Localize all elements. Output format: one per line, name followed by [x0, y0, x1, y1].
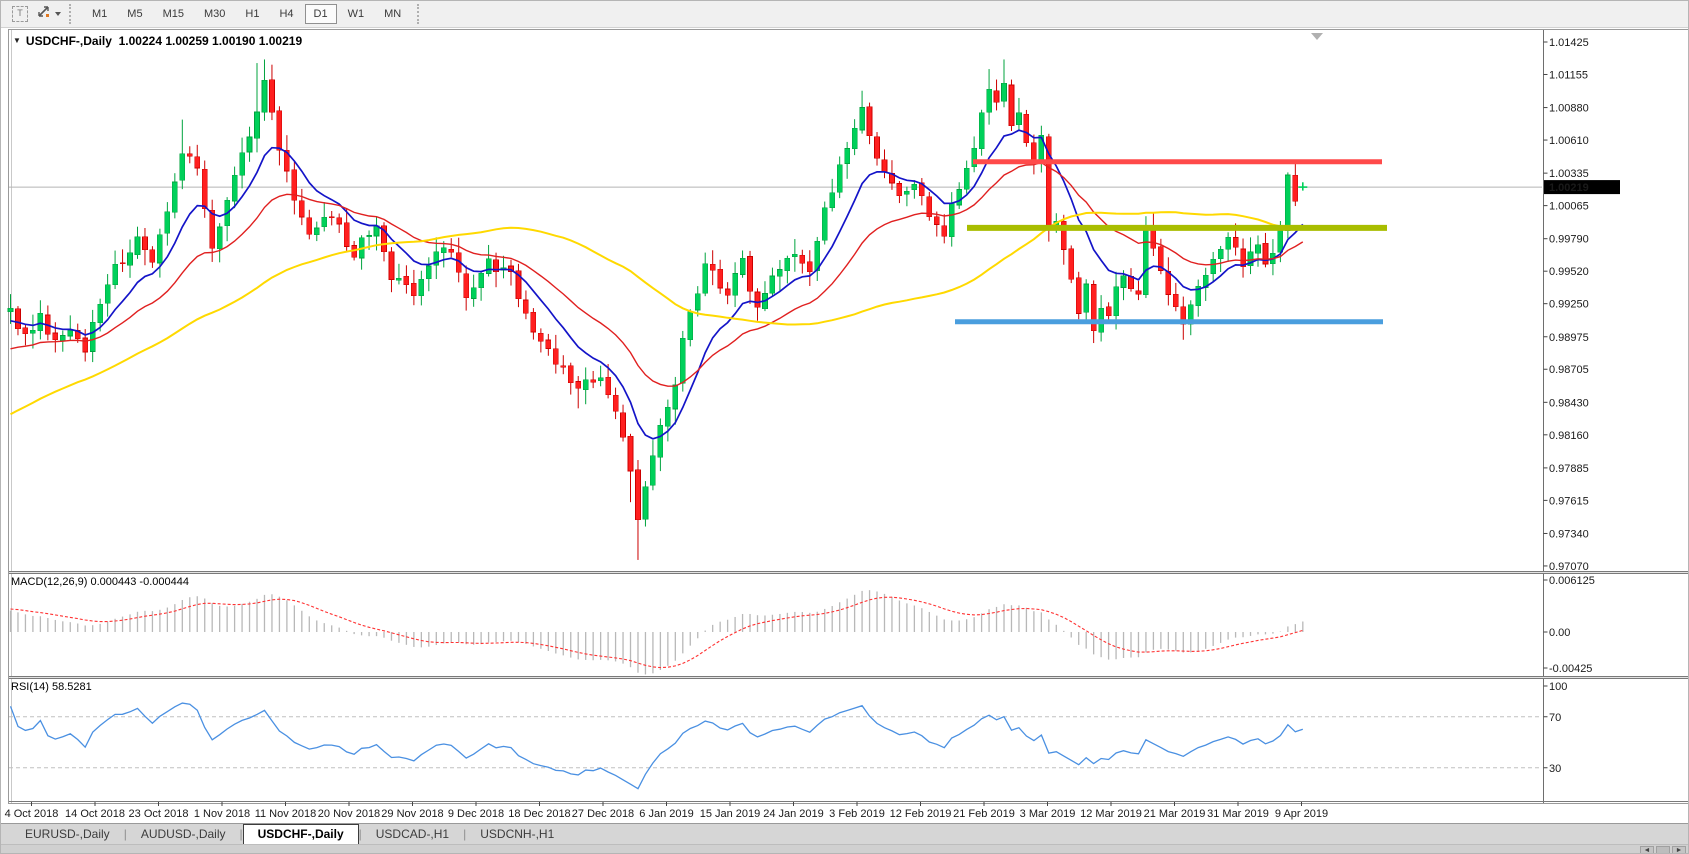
tab-separator: |: [463, 827, 467, 841]
timeframe-button-M15[interactable]: M15: [154, 4, 193, 24]
scroll-thumb[interactable]: [1656, 846, 1670, 853]
timeframe-button-group: M1 M5 M15 M30 H1 H4 D1 W1 MN: [82, 4, 411, 24]
timeframe-button-W1[interactable]: W1: [339, 4, 374, 24]
svg-text:18 Dec 2018: 18 Dec 2018: [508, 808, 570, 820]
svg-text:29 Nov 2018: 29 Nov 2018: [381, 808, 443, 820]
chart-tabbar: EURUSD-,Daily | AUDUSD-,Daily | USDCHF-,Dail…: [1, 823, 1688, 844]
svg-text:12 Mar 2019: 12 Mar 2019: [1080, 808, 1142, 820]
chart-title: ▼ USDCHF-,Daily 1.00224 1.00259 1.00190 1…: [13, 34, 302, 48]
timeframe-button-MN[interactable]: MN: [375, 4, 410, 24]
svg-text:9 Apr 2019: 9 Apr 2019: [1275, 808, 1328, 820]
macd-name: MACD(12,26,9): [11, 576, 88, 588]
rsi-indicator-label: RSI(14) 58.5281: [11, 681, 92, 693]
svg-text:1 Nov 2018: 1 Nov 2018: [194, 808, 250, 820]
svg-text:1.00065: 1.00065: [1549, 201, 1589, 213]
timeframe-button-M30[interactable]: M30: [195, 4, 234, 24]
text-tool-icon: T: [12, 6, 28, 22]
svg-text:0.97615: 0.97615: [1549, 495, 1589, 507]
tab-separator: |: [123, 827, 127, 841]
svg-text:31 Mar 2019: 31 Mar 2019: [1207, 808, 1269, 820]
svg-text:23 Oct 2018: 23 Oct 2018: [129, 808, 189, 820]
svg-text:9 Dec 2018: 9 Dec 2018: [448, 808, 504, 820]
timeframe-button-H1[interactable]: H1: [236, 4, 268, 24]
chart-tab-usdcnhh1[interactable]: USDCNH-,H1: [480, 827, 555, 841]
svg-text:1.00335: 1.00335: [1549, 168, 1589, 180]
svg-text:1.01155: 1.01155: [1549, 69, 1588, 81]
chart-canvas[interactable]: 1.01425 1.01155 1.00880 1.00610 1.00335 1.000…: [1, 29, 1689, 823]
svg-text:15 Jan 2019: 15 Jan 2019: [700, 808, 761, 820]
svg-text:70: 70: [1549, 712, 1561, 724]
svg-text:3 Feb 2019: 3 Feb 2019: [829, 808, 885, 820]
svg-text:100: 100: [1549, 681, 1567, 693]
toolbar: T M1 M5 M15 M30 H1 H4 D1 W1 MN: [1, 1, 1688, 28]
chart-tab-eurusddaily[interactable]: EURUSD-,Daily: [25, 827, 110, 841]
chart-tab-usdcadh1[interactable]: USDCAD-,H1: [375, 827, 450, 841]
svg-text:1.01425: 1.01425: [1549, 37, 1589, 49]
timeframe-button-D1[interactable]: D1: [304, 4, 337, 24]
svg-text:4 Oct 2018: 4 Oct 2018: [5, 808, 59, 820]
svg-text:0.00: 0.00: [1549, 627, 1570, 639]
svg-text:0.99520: 0.99520: [1549, 266, 1589, 278]
tab-separator: |: [358, 827, 362, 841]
svg-text:0.98975: 0.98975: [1549, 332, 1589, 344]
svg-text:21 Mar 2019: 21 Mar 2019: [1144, 808, 1206, 820]
svg-text:14 Oct 2018: 14 Oct 2018: [65, 808, 125, 820]
chart-symbol-label: USDCHF-,Daily: [25, 34, 112, 48]
macd-values: 0.000443 -0.000444: [90, 576, 189, 588]
chart-tab-usdchfdaily[interactable]: USDCHF-,Daily: [242, 824, 359, 844]
svg-text:30: 30: [1549, 763, 1561, 775]
svg-text:27 Dec 2018: 27 Dec 2018: [572, 808, 634, 820]
tab-separator: |: [239, 827, 243, 841]
scroll-right-button[interactable]: ►: [1672, 846, 1686, 853]
svg-text:-0.00425: -0.00425: [1549, 663, 1592, 675]
chart-ohlc-values: 1.00224 1.00259 1.00190 1.00219: [118, 34, 303, 48]
svg-text:21 Feb 2019: 21 Feb 2019: [953, 808, 1015, 820]
svg-text:0.98430: 0.98430: [1549, 397, 1589, 409]
timeframe-button-H4[interactable]: H4: [270, 4, 302, 24]
svg-text:0.99790: 0.99790: [1549, 234, 1589, 246]
svg-text:0.006125: 0.006125: [1549, 575, 1595, 587]
chart-tab-audusddaily[interactable]: AUDUSD-,Daily: [140, 827, 226, 841]
svg-text:1.00880: 1.00880: [1549, 103, 1589, 115]
timeframe-button-M1[interactable]: M1: [83, 4, 116, 24]
chart-window: 1.01425 1.01155 1.00880 1.00610 1.00335 1.000…: [1, 29, 1689, 823]
svg-text:0.98160: 0.98160: [1549, 430, 1589, 442]
rsi-value: 58.5281: [51, 681, 92, 693]
svg-text:3 Mar 2019: 3 Mar 2019: [1020, 808, 1076, 820]
svg-text:12 Feb 2019: 12 Feb 2019: [890, 808, 952, 820]
svg-text:24 Jan 2019: 24 Jan 2019: [763, 808, 824, 820]
cursor-tool-button[interactable]: [35, 3, 62, 26]
svg-text:20 Nov 2018: 20 Nov 2018: [318, 808, 380, 820]
rsi-name: RSI(14): [11, 681, 49, 693]
bottom-scrollbar[interactable]: ◄ ►: [1, 844, 1688, 853]
svg-text:1.00610: 1.00610: [1549, 135, 1589, 147]
svg-text:11 Nov 2018: 11 Nov 2018: [255, 808, 317, 820]
arrows-icon: [36, 4, 51, 24]
text-tool-button[interactable]: T: [7, 3, 33, 26]
svg-text:0.97070: 0.97070: [1549, 561, 1589, 573]
macd-indicator-label: MACD(12,26,9) 0.000443 -0.000444: [11, 576, 189, 588]
chart-title-collapse-icon[interactable]: ▼: [13, 36, 21, 45]
timeframe-button-M5[interactable]: M5: [118, 4, 151, 24]
svg-text:0.97885: 0.97885: [1549, 463, 1589, 475]
toolbar-grip-end[interactable]: [417, 4, 424, 24]
svg-text:6 Jan 2019: 6 Jan 2019: [639, 808, 693, 820]
svg-text:0.98705: 0.98705: [1549, 364, 1589, 376]
svg-text:1.00219: 1.00219: [1549, 182, 1589, 194]
chevron-down-icon: [55, 12, 61, 16]
svg-text:0.97340: 0.97340: [1549, 528, 1589, 540]
scroll-left-button[interactable]: ◄: [1640, 846, 1654, 853]
toolbar-grip[interactable]: [69, 4, 76, 24]
svg-text:0.99250: 0.99250: [1549, 299, 1589, 311]
